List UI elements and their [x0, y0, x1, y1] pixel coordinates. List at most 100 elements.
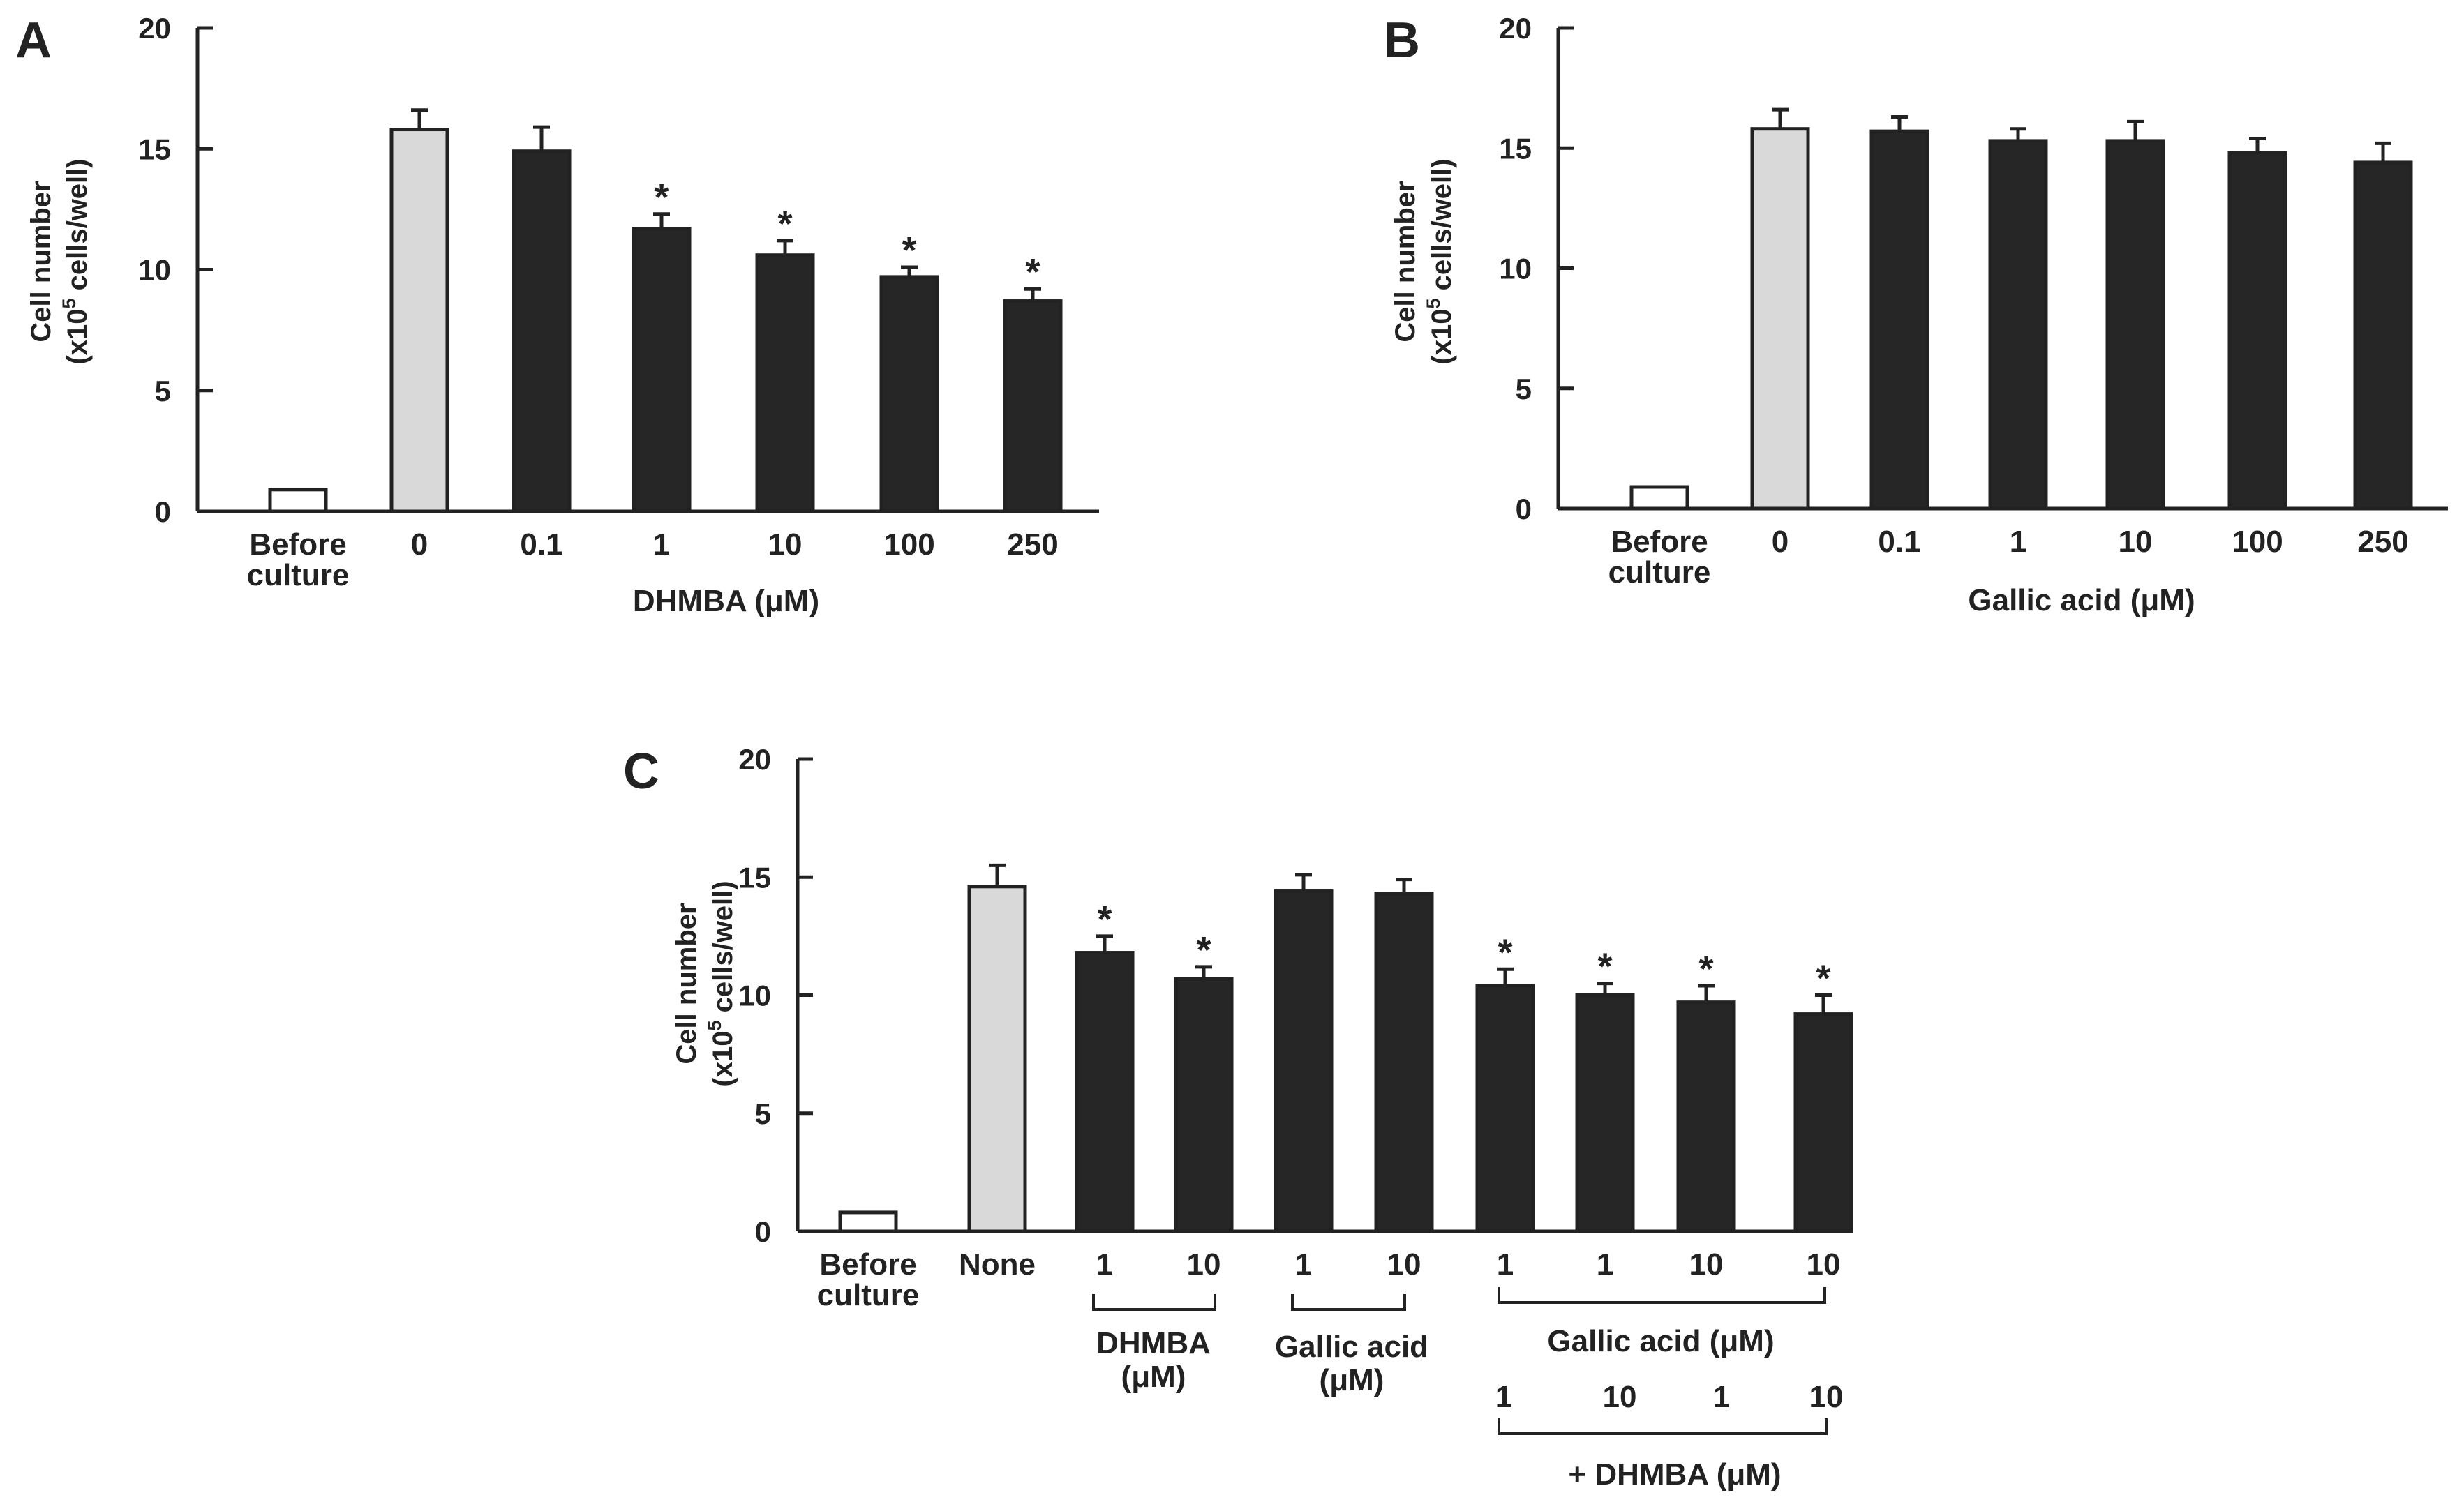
bar — [1676, 1000, 1736, 1233]
x-tick-label: 1 — [1295, 1247, 1312, 1282]
significance-marker: * — [1597, 946, 1612, 988]
group-bracket-gallic-acid — [1291, 1294, 1406, 1311]
x-tick-label: 250 — [1007, 527, 1058, 562]
x-tick-label: 10 — [1807, 1247, 1841, 1282]
y-axis-title-exponent: 5 — [1423, 299, 1444, 309]
y-axis-title-line2: (x105 cells/well) — [1423, 158, 1457, 364]
y-tick-label: 15 — [138, 133, 171, 165]
bar — [1575, 993, 1635, 1233]
group-label: + DHMBA (μM) — [1568, 1457, 1781, 1492]
bar — [967, 885, 1027, 1233]
bar — [2227, 151, 2287, 511]
y-axis-title-unit: (x10 — [708, 1031, 738, 1087]
x-tick-label: 10 — [2119, 525, 2153, 559]
group-label: DHMBA — [1096, 1326, 1211, 1360]
y-tick-label: 0 — [1516, 493, 1532, 525]
x-tick-label: 10 — [768, 527, 802, 562]
x-tick-label: 0 — [411, 527, 428, 562]
y-axis-title: Cell number (x105 cells/well) — [671, 880, 738, 1086]
x-tick-label: None — [959, 1247, 1036, 1282]
group-bracket-dhmba-combo — [1498, 1418, 1828, 1435]
x-tick-label: culture — [1608, 555, 1711, 589]
bar — [1003, 299, 1063, 513]
group-label: (μM) — [1320, 1363, 1384, 1397]
y-axis-title-line1: Cell number — [1390, 181, 1421, 342]
x-tick-label: 100 — [883, 527, 934, 562]
significance-marker: * — [1097, 899, 1112, 940]
x-tick-label: 100 — [2232, 525, 2283, 559]
x-tick-label: 1 — [2010, 525, 2026, 559]
second-row-label: 10 — [1809, 1380, 1844, 1414]
x-axis-label: Gallic acid (μM) — [1968, 583, 2195, 617]
x-tick-label: Before — [249, 527, 346, 562]
bar — [1869, 129, 1929, 511]
y-axis-title-line2: (x105 cells/well) — [59, 158, 93, 364]
bar — [389, 128, 449, 513]
y-axis-title: Cell number (x105 cells/well) — [26, 158, 93, 364]
y-tick-label: 0 — [155, 495, 171, 528]
x-tick-label: 0.1 — [520, 527, 562, 562]
y-axis-title-line1: Cell number — [671, 903, 702, 1064]
x-tick-label: 10 — [1187, 1247, 1221, 1282]
y-axis-title-unit: (x10 — [62, 309, 93, 365]
significance-marker: * — [1196, 929, 1211, 971]
y-tick-label: 0 — [755, 1215, 771, 1248]
bar — [1475, 984, 1535, 1233]
group-label: Gallic acid (μM) — [1547, 1324, 1774, 1358]
x-axis-label: DHMBA (μM) — [633, 584, 819, 618]
group-label: (μM) — [1121, 1360, 1186, 1394]
y-axis-title-line1: Cell number — [26, 181, 57, 342]
y-tick-label: 10 — [738, 979, 771, 1012]
panel-letter: C — [623, 744, 659, 799]
y-tick-label: 10 — [138, 254, 171, 287]
second-row-label: 1 — [1713, 1380, 1730, 1414]
significance-marker: * — [654, 177, 669, 218]
bar — [1075, 951, 1135, 1233]
bar — [879, 275, 939, 513]
x-tick-label: 1 — [653, 527, 670, 562]
bar — [1174, 977, 1234, 1233]
bar — [268, 488, 328, 513]
significance-marker: * — [1025, 251, 1040, 293]
x-tick-label: 10 — [1689, 1247, 1724, 1282]
y-axis-title-suffix: cells/well) — [1426, 158, 1457, 298]
significance-marker: * — [777, 203, 792, 245]
y-tick-label: 20 — [138, 12, 171, 45]
significance-marker: * — [1816, 958, 1830, 1000]
significance-marker: * — [1498, 931, 1512, 973]
y-tick-label: 5 — [755, 1097, 771, 1130]
y-tick-label: 15 — [738, 861, 771, 894]
x-tick-label: culture — [817, 1278, 920, 1312]
second-row-label: 1 — [1495, 1380, 1512, 1414]
y-axis-title: Cell number (x105 cells/well) — [1390, 158, 1457, 364]
bar — [1374, 892, 1434, 1233]
group-bracket-gallic-acid-combo — [1498, 1287, 1826, 1304]
x-tick-label: Before — [819, 1247, 916, 1282]
y-tick-label: 10 — [1499, 253, 1532, 285]
y-axis-title-line2: (x105 cells/well) — [704, 880, 738, 1086]
y-tick-label: 20 — [1499, 12, 1532, 45]
y-tick-label: 20 — [738, 743, 771, 776]
significance-marker: * — [1698, 948, 1713, 990]
y-axis-title-suffix: cells/well) — [62, 158, 93, 298]
x-tick-label: culture — [247, 558, 350, 592]
bar — [838, 1210, 898, 1233]
x-tick-label: 10 — [1387, 1247, 1421, 1282]
bar — [1793, 1012, 1853, 1233]
x-tick-label: 0 — [1772, 525, 1789, 559]
x-tick-label: 1 — [1096, 1247, 1113, 1282]
bar — [632, 227, 692, 513]
x-tick-label: 1 — [1497, 1247, 1514, 1282]
bar — [2105, 139, 2165, 511]
panel-letter: B — [1384, 13, 1420, 68]
y-tick-label: 5 — [1516, 373, 1532, 405]
bar — [1750, 127, 1810, 511]
y-axis-title-exponent: 5 — [704, 1021, 725, 1031]
significance-marker: * — [902, 230, 916, 271]
x-tick-label: 250 — [2357, 525, 2408, 559]
x-tick-label: 1 — [1597, 1247, 1613, 1282]
